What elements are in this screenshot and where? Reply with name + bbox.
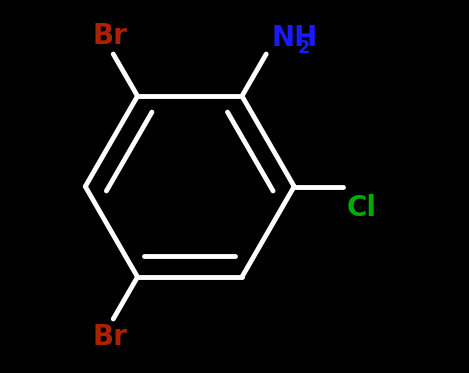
Text: 2: 2	[297, 39, 310, 57]
Text: Br: Br	[92, 323, 127, 351]
Text: NH: NH	[272, 24, 318, 52]
Text: Br: Br	[92, 22, 127, 50]
Text: Cl: Cl	[347, 194, 377, 222]
